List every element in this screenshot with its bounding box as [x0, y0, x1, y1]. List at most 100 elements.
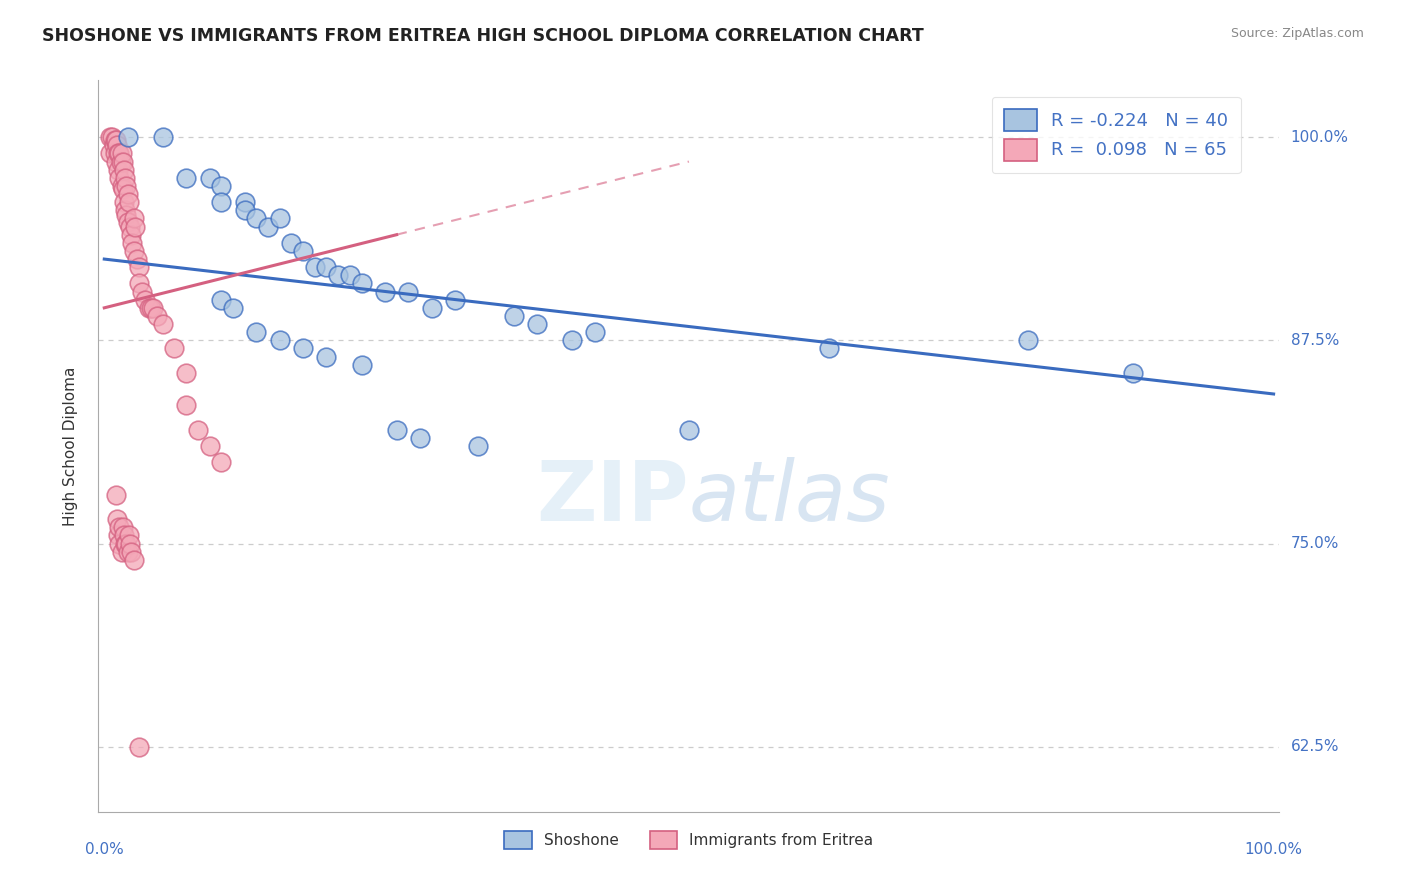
Point — [209, 455, 232, 469]
Point — [502, 309, 524, 323]
Point — [152, 130, 174, 145]
Point — [118, 195, 141, 210]
Point — [105, 512, 128, 526]
Point — [198, 170, 221, 185]
Point — [108, 536, 131, 550]
Point — [104, 146, 127, 161]
Point — [120, 227, 142, 242]
Point — [117, 187, 139, 202]
Point — [245, 325, 267, 339]
Point — [374, 285, 396, 299]
Point — [122, 211, 145, 226]
Point — [114, 203, 136, 218]
Point — [112, 195, 135, 210]
Point — [409, 431, 432, 445]
Point — [104, 133, 127, 147]
Point — [209, 178, 232, 193]
Point — [138, 301, 160, 315]
Point — [112, 528, 135, 542]
Point — [269, 334, 291, 348]
Point — [245, 211, 267, 226]
Point — [187, 423, 209, 437]
Point — [304, 260, 326, 275]
Point — [98, 146, 121, 161]
Point — [142, 301, 165, 315]
Text: 0.0%: 0.0% — [84, 842, 124, 857]
Point — [118, 536, 141, 550]
Point — [101, 130, 124, 145]
Point — [118, 528, 141, 542]
Point — [209, 195, 232, 210]
Point — [233, 203, 256, 218]
Point — [1017, 334, 1039, 348]
Text: atlas: atlas — [689, 457, 890, 538]
Point — [104, 133, 127, 147]
Y-axis label: High School Diploma: High School Diploma — [63, 367, 77, 525]
Point — [385, 423, 408, 437]
Point — [292, 342, 315, 356]
Point — [111, 520, 134, 534]
Point — [124, 219, 146, 234]
Point — [114, 536, 136, 550]
Point — [115, 536, 138, 550]
Point — [561, 334, 583, 348]
Text: 62.5%: 62.5% — [1291, 739, 1339, 755]
Point — [118, 219, 141, 234]
Point — [257, 219, 280, 234]
Point — [134, 293, 156, 307]
Point — [146, 309, 169, 323]
Point — [233, 195, 256, 210]
Point — [678, 423, 700, 437]
Point — [818, 342, 841, 356]
Point — [131, 285, 153, 299]
Text: Source: ZipAtlas.com: Source: ZipAtlas.com — [1230, 27, 1364, 40]
Point — [209, 293, 232, 307]
Point — [315, 260, 337, 275]
Point — [111, 178, 134, 193]
Text: 100.0%: 100.0% — [1291, 129, 1348, 145]
Point — [111, 154, 134, 169]
Point — [103, 138, 125, 153]
Point — [125, 252, 148, 266]
Point — [107, 162, 129, 177]
Point — [128, 260, 150, 275]
Point — [222, 301, 245, 315]
Point — [467, 439, 489, 453]
Point — [107, 146, 129, 161]
Point — [117, 544, 139, 558]
Point — [112, 162, 135, 177]
Point — [350, 277, 373, 291]
Point — [292, 244, 315, 258]
Point — [122, 553, 145, 567]
Point — [174, 170, 197, 185]
Point — [128, 277, 150, 291]
Point — [111, 182, 134, 196]
Point — [104, 488, 127, 502]
Point — [280, 235, 302, 250]
Point — [526, 317, 548, 331]
Point — [152, 317, 174, 331]
Legend: Shoshone, Immigrants from Eritrea: Shoshone, Immigrants from Eritrea — [498, 824, 880, 855]
Point — [444, 293, 467, 307]
Text: 75.0%: 75.0% — [1291, 536, 1339, 551]
Point — [396, 285, 419, 299]
Point — [163, 342, 186, 356]
Point — [198, 439, 221, 453]
Point — [420, 301, 443, 315]
Point — [108, 170, 131, 185]
Point — [111, 146, 134, 161]
Point — [122, 244, 145, 258]
Point — [139, 301, 162, 315]
Point — [107, 528, 129, 542]
Point — [111, 544, 134, 558]
Text: 87.5%: 87.5% — [1291, 333, 1339, 348]
Point — [114, 170, 136, 185]
Point — [108, 520, 131, 534]
Point — [339, 268, 361, 283]
Point — [98, 130, 121, 145]
Text: SHOSHONE VS IMMIGRANTS FROM ERITREA HIGH SCHOOL DIPLOMA CORRELATION CHART: SHOSHONE VS IMMIGRANTS FROM ERITREA HIGH… — [42, 27, 924, 45]
Point — [108, 146, 131, 161]
Point — [350, 358, 373, 372]
Text: ZIP: ZIP — [537, 457, 689, 538]
Point — [120, 544, 142, 558]
